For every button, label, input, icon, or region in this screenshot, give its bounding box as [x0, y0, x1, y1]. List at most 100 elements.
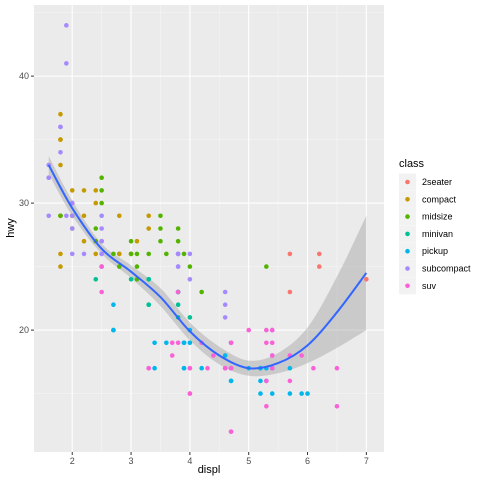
data-point-suv — [264, 378, 269, 384]
data-point-midsize — [187, 264, 193, 269]
data-point-midsize — [99, 200, 104, 206]
data-point-compact — [146, 213, 152, 219]
data-point-midsize — [158, 226, 163, 231]
data-point-suv — [334, 403, 340, 409]
smooth-trend-line — [47, 164, 368, 370]
legend-key-2seater — [405, 179, 410, 185]
data-point-suv — [99, 264, 104, 269]
data-point-compact — [58, 111, 63, 117]
data-point-compact — [146, 226, 152, 231]
y-axis-title: hwy — [5, 218, 17, 238]
data-point-suv — [269, 340, 275, 346]
data-point-pickup — [152, 340, 157, 346]
data-point-midsize — [99, 188, 104, 193]
data-point-pickup — [287, 365, 293, 371]
data-point-pickup — [181, 340, 187, 346]
data-point-compact — [58, 162, 63, 168]
data-point-subcompact — [46, 175, 52, 180]
legend-key-suv — [405, 283, 410, 289]
data-point-subcompact — [69, 213, 75, 219]
data-point-pickup — [228, 378, 234, 384]
legend-key-compact — [405, 197, 410, 202]
data-point-midsize — [58, 213, 63, 219]
data-point-compact — [58, 264, 63, 269]
x-tick-label: 5 — [246, 456, 251, 466]
data-point-midsize — [264, 264, 269, 269]
data-point-minivan — [175, 302, 181, 307]
data-point-subcompact — [222, 289, 228, 295]
data-point-pickup — [152, 365, 157, 371]
data-point-subcompact — [222, 315, 228, 320]
legend-label-minivan: minivan — [422, 229, 453, 239]
data-point-suv — [146, 365, 152, 371]
data-point-compact — [93, 251, 99, 257]
data-point-pickup — [111, 327, 116, 333]
data-point-pickup — [187, 340, 193, 346]
data-point-midsize — [111, 251, 116, 257]
data-point-pickup — [269, 391, 275, 396]
data-point-midsize — [175, 238, 181, 244]
data-point-subcompact — [99, 213, 104, 219]
data-point-midsize — [158, 213, 163, 219]
data-point-midsize — [134, 264, 140, 269]
x-axis-title: displ — [198, 464, 221, 476]
data-point-suv — [311, 365, 316, 371]
legend-label-pickup: pickup — [422, 246, 448, 256]
data-point-subcompact — [69, 200, 75, 206]
data-point-subcompact — [64, 213, 69, 219]
data-point-subcompact — [64, 23, 69, 28]
data-point-minivan — [187, 315, 193, 320]
data-point-compact — [93, 200, 99, 206]
data-point-midsize — [146, 251, 152, 257]
data-point-suv — [222, 365, 228, 371]
panel-background — [34, 5, 384, 452]
legend-label-2seater: 2seater — [422, 177, 452, 187]
legend-key-pickup — [405, 248, 410, 254]
data-point-suv — [228, 340, 234, 346]
data-point-compact — [116, 251, 122, 257]
data-point-midsize — [116, 264, 122, 269]
data-point-suv — [334, 365, 340, 371]
data-point-subcompact — [69, 226, 75, 231]
data-point-compact — [81, 238, 87, 244]
data-point-2seater — [287, 251, 293, 257]
data-point-subcompact — [175, 251, 181, 257]
data-point-suv — [169, 340, 175, 346]
data-point-suv — [264, 340, 269, 346]
data-point-2seater — [316, 251, 322, 257]
data-point-pickup — [181, 365, 187, 371]
legend-label-suv: suv — [422, 281, 437, 291]
y-tick-label: 30 — [19, 198, 29, 208]
data-point-subcompact — [187, 251, 193, 257]
x-tick-label: 3 — [129, 456, 134, 466]
data-point-midsize — [134, 251, 140, 257]
data-point-compact — [93, 188, 99, 193]
x-axis-ticks: 2 3 4 5 6 7 — [70, 452, 369, 466]
legend-title: class — [399, 158, 425, 170]
data-point-pickup — [287, 391, 293, 396]
data-point-subcompact — [99, 226, 104, 231]
data-point-suv — [169, 353, 175, 358]
data-point-subcompact — [99, 238, 104, 244]
data-point-subcompact — [99, 251, 104, 257]
data-point-pickup — [222, 353, 228, 358]
data-point-subcompact — [222, 302, 228, 307]
data-point-suv — [264, 327, 269, 333]
data-point-suv — [175, 340, 181, 346]
data-point-subcompact — [46, 213, 52, 219]
data-point-compact — [58, 251, 63, 257]
data-point-pickup — [258, 378, 263, 384]
data-point-midsize — [128, 251, 134, 257]
data-point-2seater — [316, 264, 322, 269]
data-point-pickup — [258, 391, 263, 396]
data-point-compact — [58, 137, 63, 142]
x-tick-label: 6 — [305, 456, 310, 466]
legend-key-subcompact — [405, 266, 410, 271]
data-point-subcompact — [58, 150, 63, 155]
data-points — [46, 23, 369, 434]
data-point-subcompact — [69, 251, 75, 257]
data-point-subcompact — [175, 264, 181, 269]
data-point-midsize — [199, 289, 204, 295]
data-point-compact — [69, 188, 75, 193]
